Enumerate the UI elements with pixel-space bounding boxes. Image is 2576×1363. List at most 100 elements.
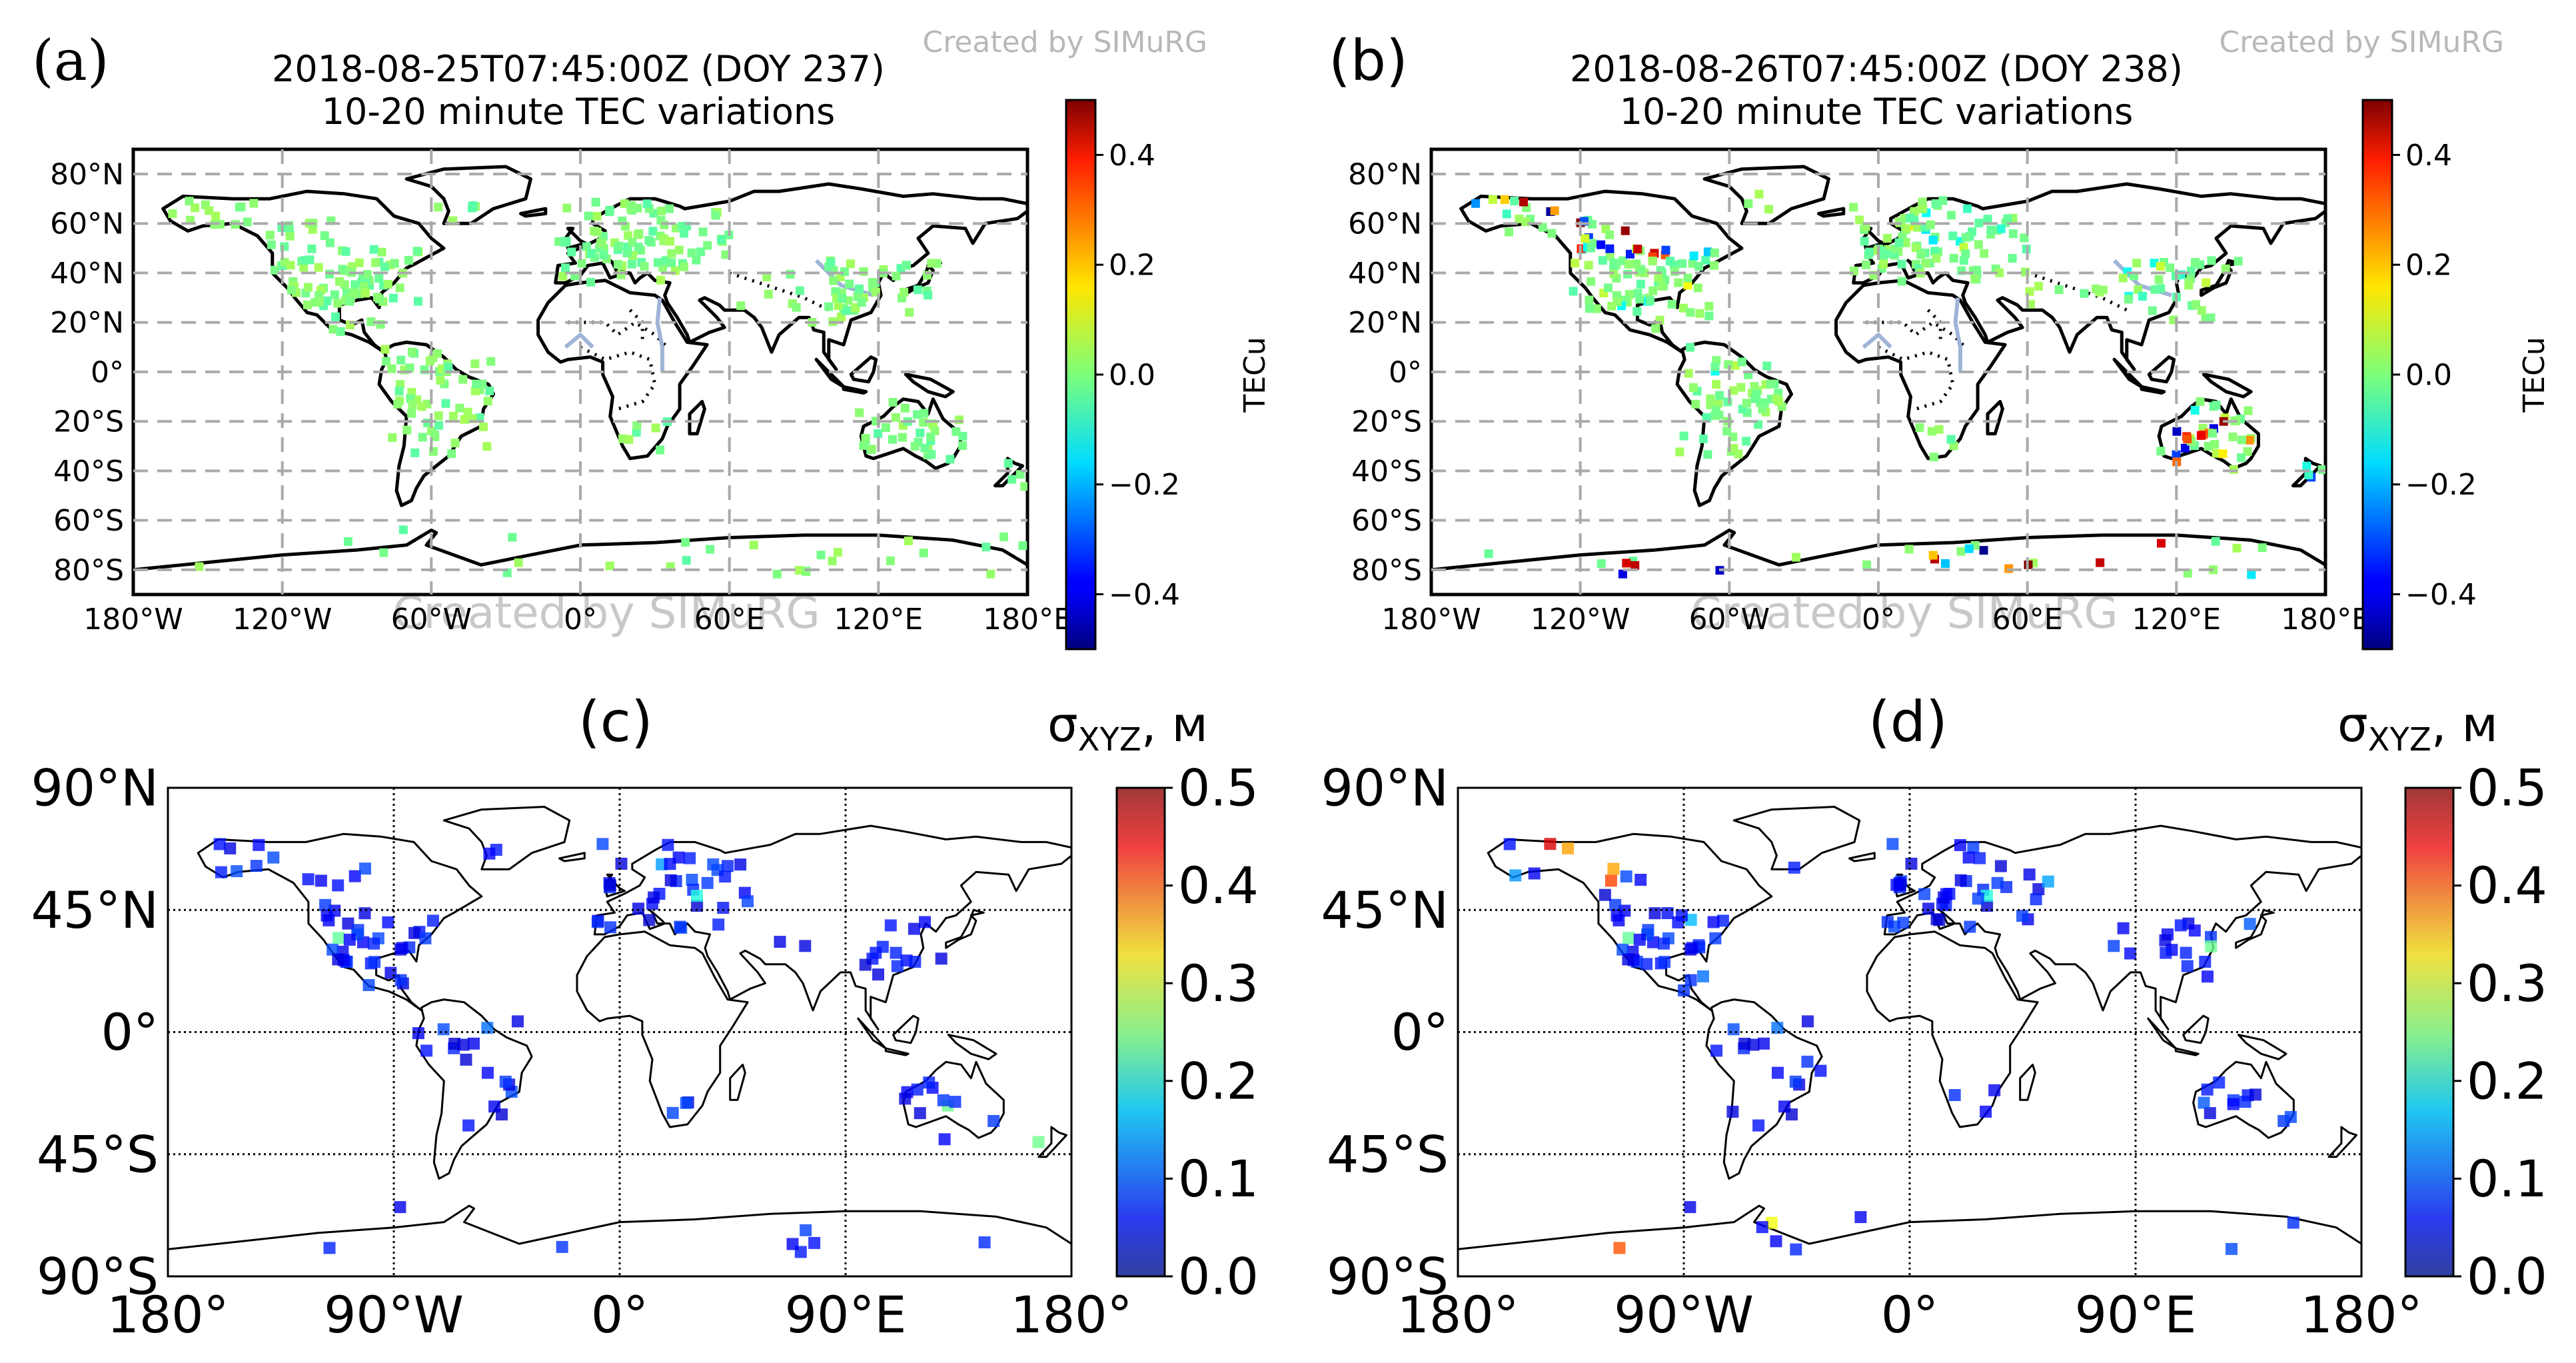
panel-subtitle: 10-20 minute TEC variations xyxy=(322,91,836,133)
station-marker xyxy=(1670,267,1679,276)
station-marker xyxy=(408,400,417,409)
station-marker xyxy=(904,537,913,545)
coastline xyxy=(842,385,868,395)
station-marker xyxy=(841,306,850,315)
station-marker xyxy=(1897,277,1906,286)
station-marker xyxy=(920,409,929,418)
station-marker xyxy=(624,231,633,240)
station-marker xyxy=(884,919,897,932)
station-marker xyxy=(362,270,372,279)
lat-label: 60°S xyxy=(1351,504,1422,538)
station-marker xyxy=(824,302,834,311)
station-marker xyxy=(475,413,484,422)
station-marker xyxy=(1683,281,1692,290)
station-marker xyxy=(335,277,344,286)
station-marker xyxy=(614,241,624,251)
coastline xyxy=(902,1060,1005,1139)
station-marker xyxy=(927,450,936,459)
lon-label: 180°W xyxy=(83,603,183,637)
station-marker xyxy=(243,217,252,227)
station-marker xyxy=(2204,442,2213,451)
station-marker xyxy=(1754,189,1764,199)
station-marker xyxy=(2080,289,2089,298)
station-marker xyxy=(916,429,925,437)
station-marker xyxy=(2202,278,2211,287)
station-marker xyxy=(795,286,804,295)
station-marker xyxy=(900,403,910,413)
station-marker xyxy=(1862,260,1871,269)
station-marker xyxy=(2016,910,2029,922)
station-marker xyxy=(799,940,812,952)
station-marker xyxy=(2032,883,2045,896)
station-marker xyxy=(1684,974,1697,986)
station-marker xyxy=(2244,918,2256,930)
station-marker xyxy=(267,851,280,864)
coastline xyxy=(2112,357,2144,389)
station-marker xyxy=(1701,255,1710,265)
station-marker xyxy=(1661,245,1670,255)
station-marker xyxy=(1940,888,1953,900)
station-marker xyxy=(949,1096,962,1108)
coastline xyxy=(1705,998,1823,1180)
coastline xyxy=(1834,279,2007,461)
station-marker xyxy=(379,548,388,557)
station-marker xyxy=(656,445,665,455)
station-marker xyxy=(1855,215,1864,225)
station-marker xyxy=(1962,851,1975,864)
station-marker xyxy=(698,227,708,237)
station-marker xyxy=(919,549,928,558)
station-marker xyxy=(674,920,686,933)
station-marker xyxy=(762,273,772,281)
station-marker xyxy=(1605,244,1614,253)
colorbar-tick-label: 0.2 xyxy=(1109,249,1155,283)
station-marker xyxy=(2159,934,2172,946)
coastline xyxy=(1848,852,1876,862)
colorbar-tick-label: 0.5 xyxy=(2467,758,2547,818)
station-marker xyxy=(1646,296,1655,305)
station-marker xyxy=(1697,970,1709,982)
station-marker xyxy=(426,914,439,927)
station-marker xyxy=(1860,237,1869,246)
station-marker xyxy=(1974,240,1983,249)
lat-label: 20°N xyxy=(1348,306,1422,340)
station-marker xyxy=(2207,256,2216,265)
station-marker xyxy=(1562,842,1575,854)
colorbar xyxy=(1065,99,1097,651)
station-marker xyxy=(394,1201,406,1214)
station-marker xyxy=(660,220,669,229)
station-marker xyxy=(2234,257,2243,266)
station-marker xyxy=(855,408,864,417)
station-marker xyxy=(332,953,344,966)
station-marker xyxy=(634,229,644,239)
station-marker xyxy=(1979,546,1988,555)
station-marker xyxy=(1949,254,1958,263)
station-marker xyxy=(591,916,604,928)
station-marker xyxy=(772,569,782,579)
station-marker xyxy=(271,265,280,275)
station-marker xyxy=(774,936,786,948)
station-marker xyxy=(981,543,991,552)
colorbar-tick-label: 0.3 xyxy=(1178,954,1259,1013)
station-marker xyxy=(468,203,476,213)
station-marker xyxy=(1760,399,1769,408)
colorbar-tick-label: 0.0 xyxy=(1109,358,1155,392)
station-marker xyxy=(1015,470,1025,479)
station-marker xyxy=(2196,431,2206,440)
station-marker xyxy=(1604,283,1612,293)
station-marker xyxy=(1598,256,1607,265)
station-marker xyxy=(2190,406,2200,415)
station-marker xyxy=(437,1023,450,1036)
station-marker xyxy=(434,203,443,212)
lon-tick-labels: 180°W 120°W 60°W 0° 60°E 120°E 180°E xyxy=(1381,603,2370,637)
station-marker xyxy=(345,297,354,306)
station-marker xyxy=(1694,262,1704,271)
station-marker xyxy=(1865,247,1874,257)
lon-label: 180° xyxy=(1010,1285,1132,1344)
lat-label: 60°N xyxy=(1348,207,1422,241)
station-marker xyxy=(1547,229,1557,238)
coastline xyxy=(1866,930,2039,1128)
station-marker xyxy=(2156,284,2166,293)
lat-label: 20°N xyxy=(50,306,124,340)
station-marker xyxy=(390,259,399,268)
lon-label: 60°W xyxy=(391,603,472,637)
